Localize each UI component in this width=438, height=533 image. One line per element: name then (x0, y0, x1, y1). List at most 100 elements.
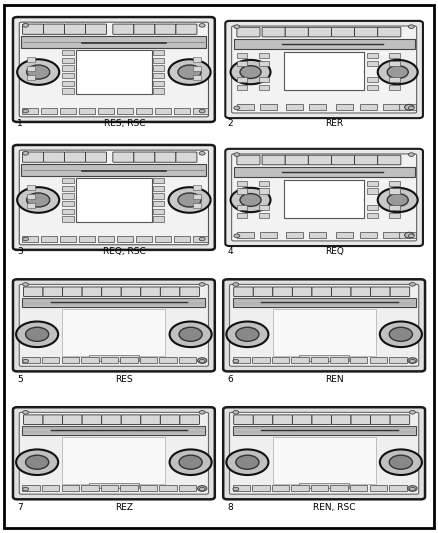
FancyBboxPatch shape (63, 415, 82, 424)
Circle shape (170, 449, 212, 475)
Bar (367, 189, 378, 193)
FancyBboxPatch shape (176, 24, 197, 34)
Circle shape (233, 487, 239, 491)
FancyBboxPatch shape (63, 287, 82, 296)
FancyBboxPatch shape (180, 415, 199, 424)
FancyBboxPatch shape (232, 154, 417, 241)
Bar (153, 208, 164, 214)
Text: RES, RSC: RES, RSC (104, 119, 145, 128)
Circle shape (405, 232, 414, 238)
FancyBboxPatch shape (293, 287, 312, 296)
Bar (27, 194, 35, 199)
Bar (336, 231, 353, 238)
Bar (62, 309, 166, 356)
Bar (399, 231, 416, 238)
Bar (286, 231, 303, 238)
Bar (42, 485, 60, 491)
Bar (259, 181, 269, 186)
Bar (311, 357, 328, 363)
FancyBboxPatch shape (19, 285, 208, 366)
FancyBboxPatch shape (225, 149, 423, 246)
Bar (330, 485, 348, 491)
Bar (233, 297, 416, 307)
Bar (61, 485, 79, 491)
Circle shape (23, 282, 28, 286)
Bar (42, 357, 60, 363)
Bar (153, 80, 164, 86)
FancyBboxPatch shape (82, 415, 102, 424)
FancyBboxPatch shape (180, 287, 199, 296)
Circle shape (199, 410, 205, 414)
Circle shape (198, 486, 207, 491)
FancyBboxPatch shape (355, 155, 378, 165)
FancyBboxPatch shape (13, 145, 215, 250)
Circle shape (27, 65, 50, 79)
Circle shape (230, 188, 271, 212)
Circle shape (380, 449, 422, 475)
Bar (159, 485, 177, 491)
Circle shape (199, 359, 205, 363)
Bar (383, 231, 400, 238)
FancyBboxPatch shape (13, 407, 215, 499)
Bar (174, 236, 190, 242)
Bar (159, 357, 177, 363)
Bar (233, 357, 250, 363)
Bar (389, 485, 406, 491)
Bar (234, 39, 414, 49)
FancyBboxPatch shape (22, 24, 43, 34)
Text: REN: REN (325, 375, 344, 384)
FancyBboxPatch shape (293, 415, 312, 424)
Bar (174, 108, 190, 114)
Circle shape (226, 321, 268, 347)
Bar (155, 108, 171, 114)
FancyBboxPatch shape (253, 287, 273, 296)
Bar (153, 65, 164, 71)
FancyBboxPatch shape (43, 415, 63, 424)
FancyBboxPatch shape (141, 415, 160, 424)
Bar (367, 85, 378, 90)
Circle shape (17, 59, 59, 85)
Bar (120, 357, 138, 363)
FancyBboxPatch shape (230, 413, 419, 494)
FancyBboxPatch shape (390, 287, 410, 296)
Bar (389, 189, 400, 193)
Circle shape (17, 187, 59, 213)
FancyBboxPatch shape (378, 155, 401, 165)
Circle shape (23, 487, 28, 491)
Bar (291, 485, 309, 491)
Bar (62, 88, 74, 94)
Bar (237, 205, 247, 210)
Bar (62, 216, 74, 222)
FancyBboxPatch shape (43, 287, 63, 296)
FancyBboxPatch shape (225, 21, 423, 118)
Bar (27, 185, 35, 190)
FancyBboxPatch shape (332, 27, 355, 37)
Bar (237, 61, 247, 66)
Circle shape (230, 60, 271, 84)
Bar (120, 485, 138, 491)
Circle shape (240, 66, 261, 78)
Bar (153, 185, 164, 191)
Circle shape (408, 234, 414, 238)
Bar (98, 108, 114, 114)
Bar (259, 213, 269, 218)
Bar (179, 485, 196, 491)
Bar (336, 103, 353, 110)
FancyBboxPatch shape (13, 17, 215, 122)
Bar (22, 236, 38, 242)
Text: 1: 1 (17, 119, 23, 128)
Bar (237, 213, 247, 218)
Bar (252, 357, 270, 363)
Bar (260, 103, 277, 110)
Circle shape (23, 109, 28, 113)
Bar (27, 75, 35, 80)
FancyBboxPatch shape (141, 287, 160, 296)
Bar (153, 73, 164, 78)
Bar (62, 437, 166, 484)
Bar (389, 205, 400, 210)
Bar (153, 58, 164, 63)
Bar (136, 108, 152, 114)
Bar (237, 103, 254, 110)
Bar (153, 201, 164, 206)
Bar (299, 356, 350, 360)
